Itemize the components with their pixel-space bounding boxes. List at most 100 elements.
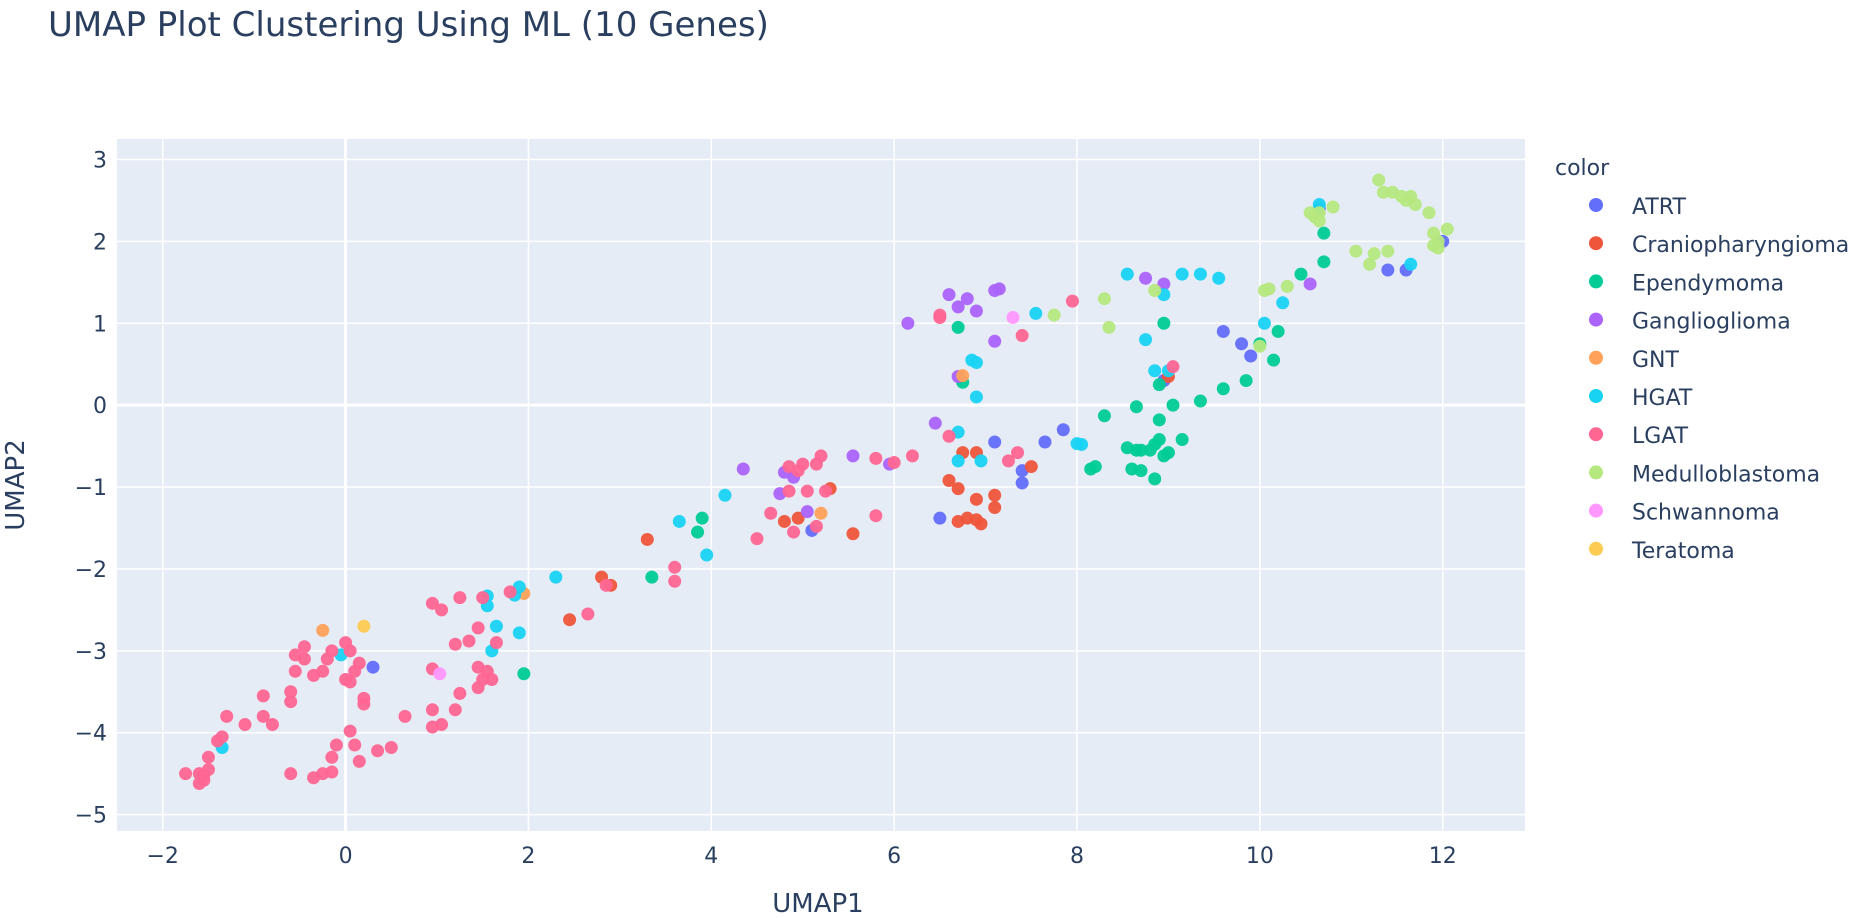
legend-item-lgat[interactable]: LGAT xyxy=(1589,424,1689,449)
data-point[interactable] xyxy=(1193,394,1207,408)
data-point[interactable] xyxy=(284,685,298,699)
data-point[interactable] xyxy=(433,667,447,681)
data-point[interactable] xyxy=(1084,462,1098,476)
data-point[interactable] xyxy=(1257,284,1271,298)
data-point[interactable] xyxy=(1015,476,1029,490)
data-point[interactable] xyxy=(1001,454,1015,468)
data-point[interactable] xyxy=(453,686,467,700)
data-point[interactable] xyxy=(1015,329,1029,343)
legend[interactable]: color ATRT Craniopharyngioma Ependymoma Gan… xyxy=(1555,156,1849,564)
data-point[interactable] xyxy=(471,681,485,695)
legend-item-schwannoma[interactable]: Schwannoma xyxy=(1589,501,1780,526)
data-point[interactable] xyxy=(960,292,974,306)
data-point[interactable] xyxy=(238,718,252,732)
data-point[interactable] xyxy=(988,435,1002,449)
data-point[interactable] xyxy=(1216,324,1230,338)
data-point[interactable] xyxy=(1317,226,1331,240)
data-point[interactable] xyxy=(1120,441,1134,455)
data-point[interactable] xyxy=(435,603,449,617)
data-point[interactable] xyxy=(942,429,956,443)
data-point[interactable] xyxy=(956,369,970,383)
data-point[interactable] xyxy=(489,636,503,650)
data-point[interactable] xyxy=(1303,277,1317,291)
data-point[interactable] xyxy=(284,767,298,781)
data-point[interactable] xyxy=(265,718,279,732)
data-point[interactable] xyxy=(1134,443,1148,457)
data-point[interactable] xyxy=(1097,292,1111,306)
data-point[interactable] xyxy=(814,506,828,520)
data-point[interactable] xyxy=(1006,311,1020,325)
data-point[interactable] xyxy=(489,619,503,633)
data-point[interactable] xyxy=(1056,423,1070,437)
data-point[interactable] xyxy=(1011,446,1025,460)
data-point[interactable] xyxy=(691,525,705,539)
data-point[interactable] xyxy=(988,488,1002,502)
data-point[interactable] xyxy=(1070,437,1084,451)
data-point[interactable] xyxy=(988,284,1002,298)
data-point[interactable] xyxy=(485,672,499,686)
data-point[interactable] xyxy=(1267,353,1281,367)
data-point[interactable] xyxy=(1381,263,1395,277)
data-point[interactable] xyxy=(1422,206,1436,220)
data-point[interactable] xyxy=(782,484,796,498)
data-point[interactable] xyxy=(256,709,270,723)
data-point[interactable] xyxy=(343,724,357,738)
legend-item-gnt[interactable]: GNT xyxy=(1589,348,1680,373)
data-point[interactable] xyxy=(517,667,531,681)
data-point[interactable] xyxy=(284,695,298,709)
data-point[interactable] xyxy=(718,488,732,502)
data-point[interactable] xyxy=(1139,271,1153,285)
data-point[interactable] xyxy=(599,578,613,592)
data-point[interactable] xyxy=(1404,257,1418,271)
data-point[interactable] xyxy=(1038,435,1052,449)
data-point[interactable] xyxy=(1349,244,1363,258)
data-point[interactable] xyxy=(1102,320,1116,334)
data-point[interactable] xyxy=(1139,333,1153,347)
data-point[interactable] xyxy=(1175,433,1189,447)
data-point[interactable] xyxy=(581,607,595,621)
data-point[interactable] xyxy=(288,664,302,678)
data-point[interactable] xyxy=(787,525,801,539)
data-point[interactable] xyxy=(1166,398,1180,412)
data-point[interactable] xyxy=(672,514,686,528)
data-point[interactable] xyxy=(476,591,490,605)
data-point[interactable] xyxy=(645,570,659,584)
data-point[interactable] xyxy=(750,532,764,546)
data-point[interactable] xyxy=(969,304,983,318)
data-point[interactable] xyxy=(1148,472,1162,486)
data-point[interactable] xyxy=(800,484,814,498)
data-point[interactable] xyxy=(869,509,883,523)
data-point[interactable] xyxy=(343,675,357,689)
data-point[interactable] xyxy=(1317,255,1331,269)
data-point[interactable] xyxy=(503,585,517,599)
data-point[interactable] xyxy=(1024,460,1038,474)
data-point[interactable] xyxy=(1193,267,1207,281)
data-point[interactable] xyxy=(1129,400,1143,414)
data-point[interactable] xyxy=(969,492,983,506)
data-point[interactable] xyxy=(668,560,682,574)
data-point[interactable] xyxy=(1157,316,1171,330)
data-point[interactable] xyxy=(887,455,901,469)
data-point[interactable] xyxy=(668,574,682,588)
data-point[interactable] xyxy=(974,454,988,468)
data-point[interactable] xyxy=(1216,382,1230,396)
data-point[interactable] xyxy=(1312,214,1326,228)
data-point[interactable] xyxy=(343,644,357,658)
data-point[interactable] xyxy=(462,634,476,648)
data-point[interactable] xyxy=(179,767,193,781)
data-point[interactable] xyxy=(942,288,956,302)
data-point[interactable] xyxy=(1253,339,1267,353)
data-point[interactable] xyxy=(316,623,330,637)
data-point[interactable] xyxy=(384,740,398,754)
data-point[interactable] xyxy=(928,416,942,430)
data-point[interactable] xyxy=(1367,247,1381,261)
data-point[interactable] xyxy=(1029,306,1043,320)
data-point[interactable] xyxy=(800,505,814,519)
data-point[interactable] xyxy=(371,744,385,758)
data-point[interactable] xyxy=(846,449,860,463)
data-point[interactable] xyxy=(736,462,750,476)
data-point[interactable] xyxy=(933,311,947,325)
data-point[interactable] xyxy=(352,754,366,768)
data-point[interactable] xyxy=(1161,446,1175,460)
data-point[interactable] xyxy=(1363,257,1377,271)
